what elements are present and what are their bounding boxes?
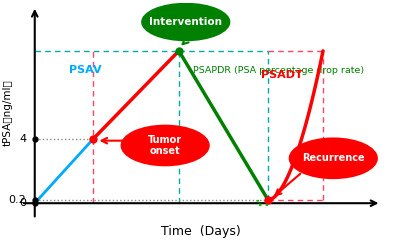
Text: PSADT: PSADT — [261, 70, 303, 80]
Ellipse shape — [289, 137, 378, 179]
Text: Tumor
onset: Tumor onset — [148, 135, 182, 156]
Text: PSAPDR (PSA percentage drop rate): PSAPDR (PSA percentage drop rate) — [193, 66, 364, 75]
Text: 0: 0 — [19, 198, 26, 208]
X-axis label: Time  (Days): Time (Days) — [161, 225, 241, 238]
Text: Intervention: Intervention — [149, 17, 222, 27]
Text: PSAV: PSAV — [69, 65, 102, 75]
Y-axis label: tPSA（ng/ml）: tPSA（ng/ml） — [3, 79, 13, 146]
Text: 0.2: 0.2 — [8, 195, 26, 205]
Text: Recurrence: Recurrence — [302, 153, 365, 163]
Text: 4: 4 — [19, 134, 26, 144]
Ellipse shape — [141, 3, 230, 41]
Ellipse shape — [120, 125, 210, 166]
